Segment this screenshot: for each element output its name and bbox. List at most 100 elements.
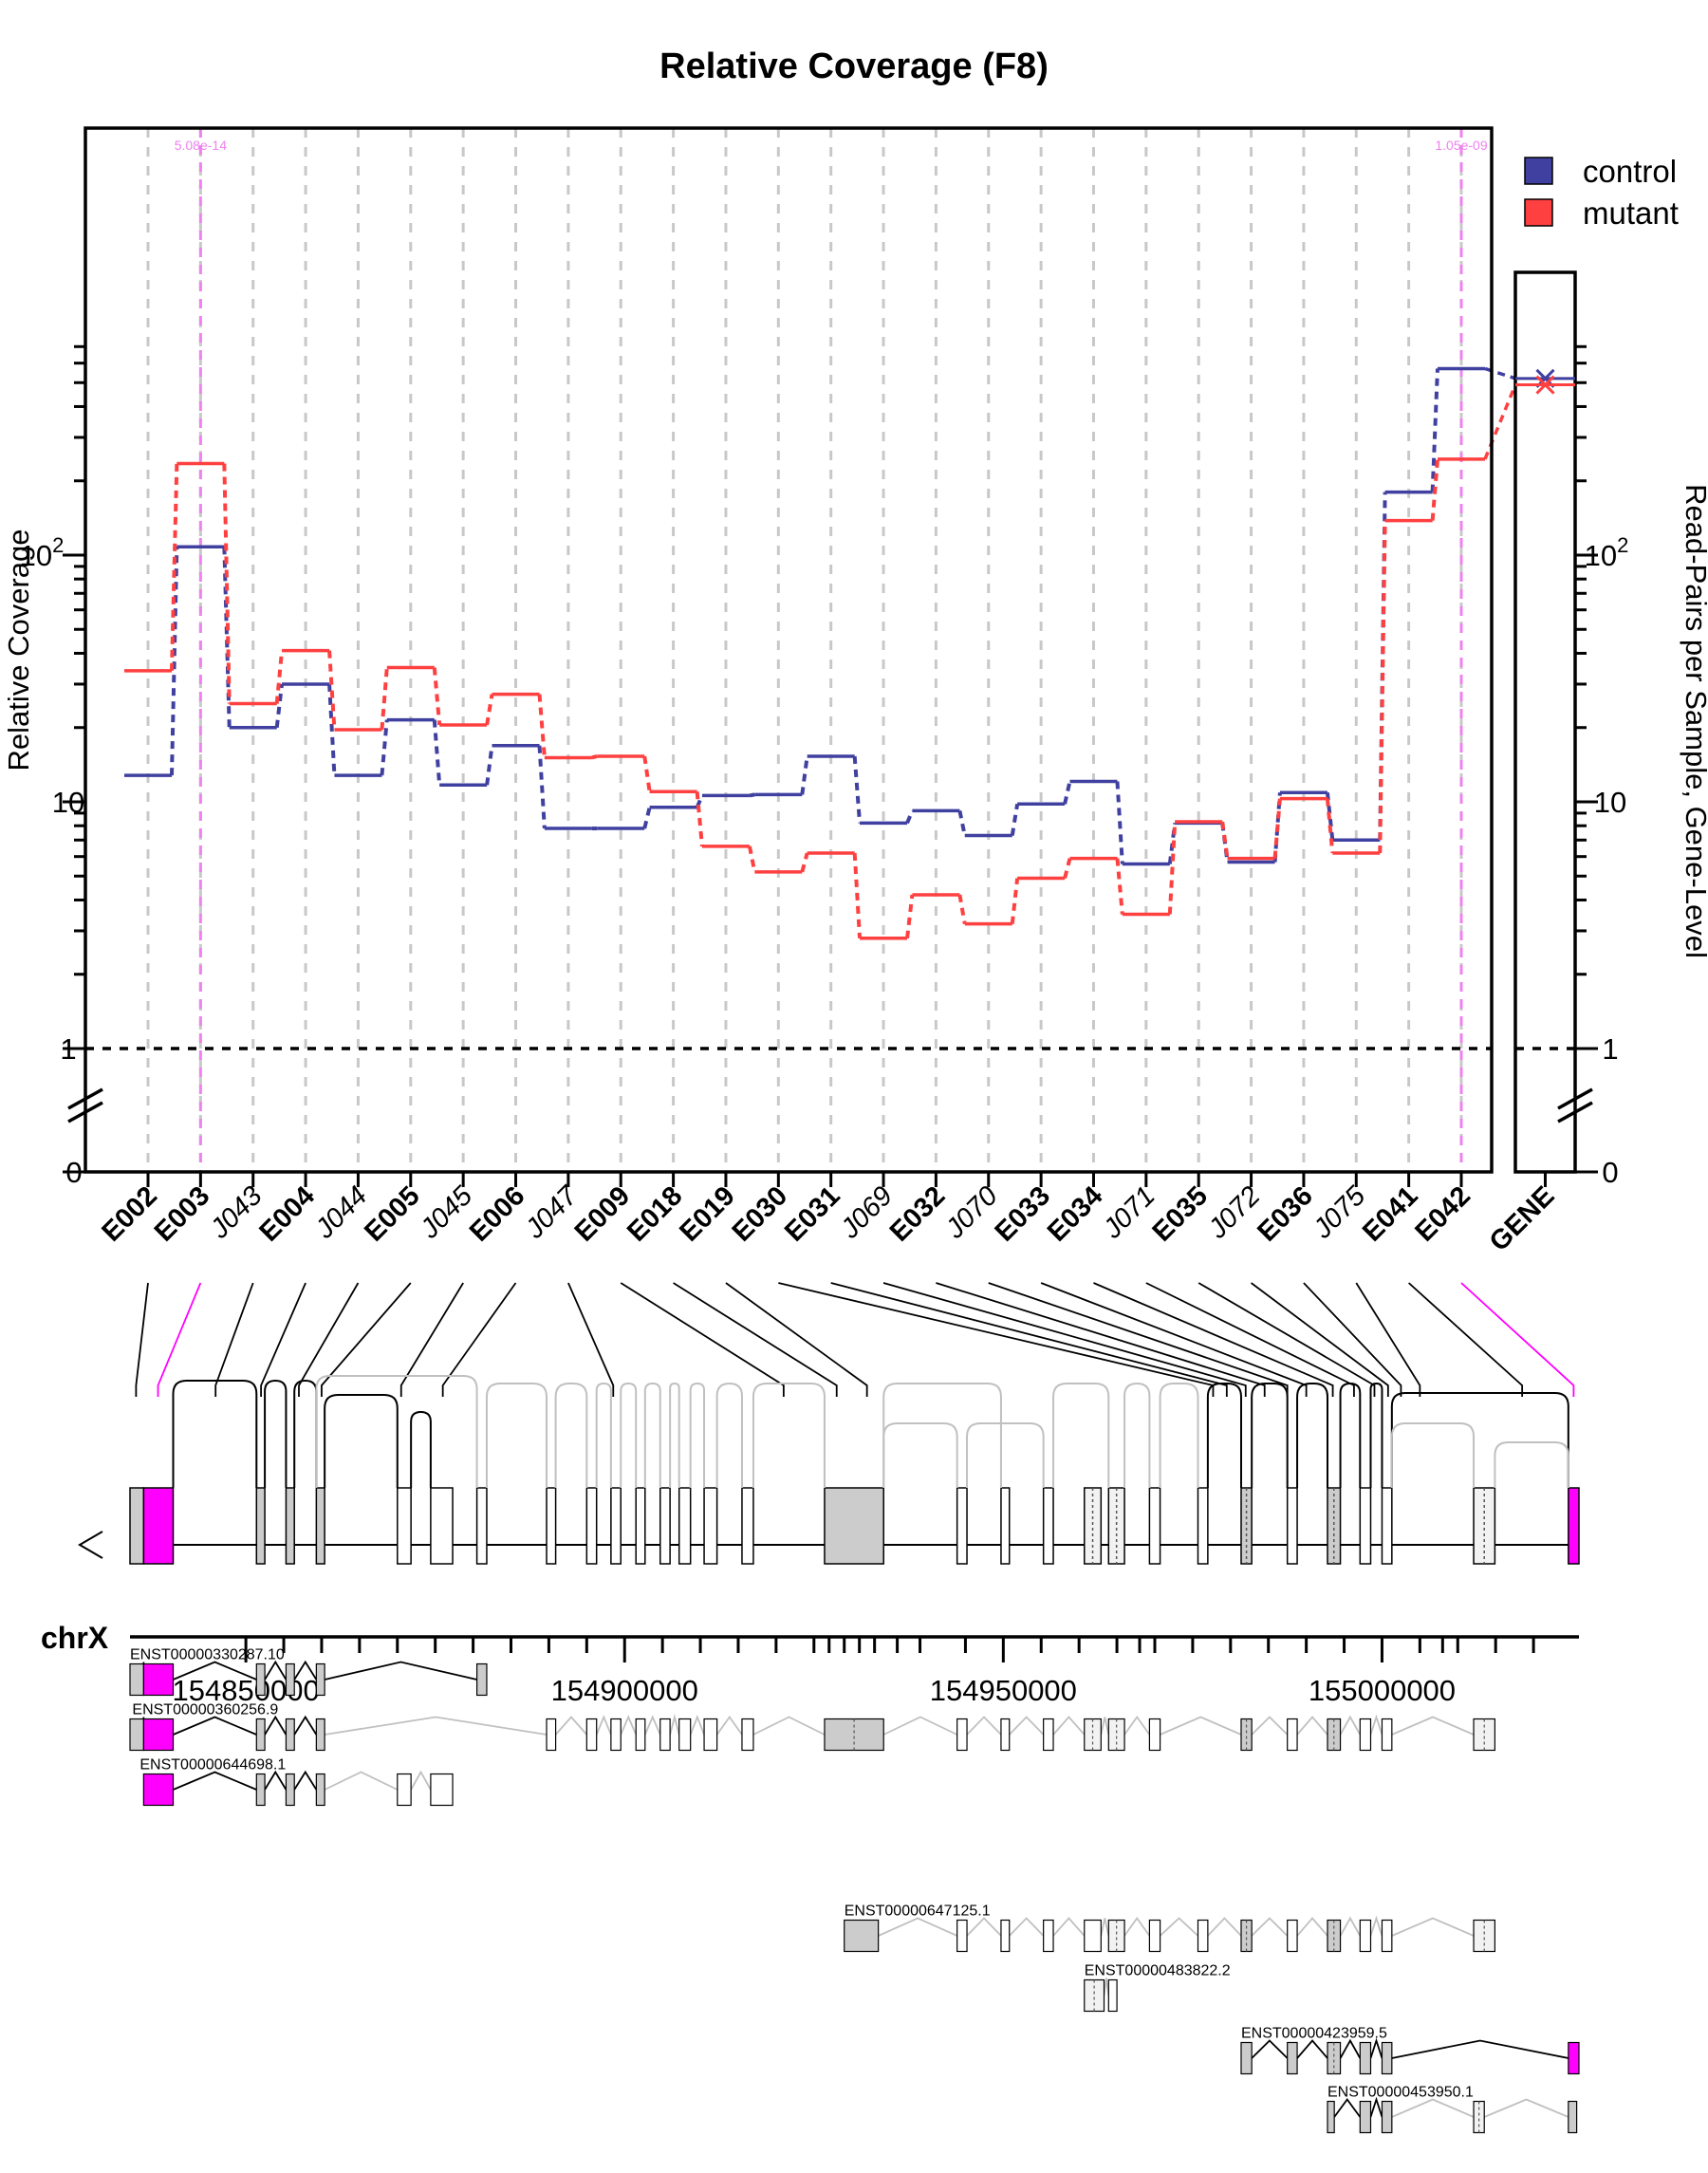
junction-arc [1159,1383,1199,1488]
feature-label-e041: E041 [1357,1180,1424,1248]
transcript-intron [1339,2038,1362,2059]
transcript-exon [1473,2100,1485,2134]
axis-break-mark [67,1101,103,1124]
transcript-exon [285,1662,295,1697]
junction-arc [1390,1392,1569,1488]
connector-e019 [725,1282,868,1397]
connector-e018 [673,1282,838,1397]
transcript-intron [752,1716,826,1736]
junction-arc [1052,1383,1110,1488]
transcript-label: ENST00000423959.5 [1241,2026,1387,2042]
transcript-exon [1287,1919,1298,1953]
control-connector-e034 [1115,781,1124,864]
control-connector-e033 [1063,781,1072,805]
mutant-connector-j070 [1010,878,1020,924]
feature-label-e003: E003 [149,1180,216,1248]
connector-j070 [988,1282,1289,1397]
transcript-intron [966,1716,1002,1736]
transcript-exon [129,1662,144,1697]
feature-label-e035: E035 [1147,1180,1215,1248]
transcript-exon [610,1718,622,1752]
transcript-intron [1339,1916,1362,1937]
axis-break-mark [1557,1087,1593,1110]
transcript-intron [1391,1917,1475,1937]
transcript-exon [1043,1919,1054,1953]
transcript-intron [410,1770,432,1791]
legend-label-control: control [1583,154,1677,189]
exon-block [956,1487,968,1565]
mutant-connector-e003 [222,463,232,704]
y2-tick-label: 102 [1585,533,1629,572]
junction-arc [1494,1441,1569,1488]
mutant-connector-e019 [747,845,757,873]
transcript-exon [1359,2100,1372,2134]
exon-block [397,1487,412,1565]
transcript-intron [1391,1716,1475,1736]
legend-swatch-control [1524,157,1553,185]
control-connector-j043 [274,683,285,728]
feature-label-e019: E019 [674,1180,741,1248]
transcript-exon [1568,2041,1580,2075]
exon-block [255,1487,266,1565]
feature-connectors [135,1282,1575,1397]
transcript-intron [1103,1978,1110,1997]
transcript-intron [264,1660,288,1681]
transcript-exon [1381,2100,1393,2134]
transcript-exon [1084,1718,1102,1752]
junction-arc [643,1382,661,1488]
transcript-exon [1473,1718,1495,1752]
exon-block [142,1487,175,1565]
transcript-exon [315,1662,325,1697]
connector-j071 [1145,1282,1355,1397]
strand-arrow-icon [78,1531,103,1559]
transcript-intron [1369,1915,1383,1937]
transcript-exon [1327,1919,1342,1953]
connector-e005 [321,1282,412,1397]
transcript-intron [1100,1717,1110,1736]
transcript-exon [475,1662,488,1697]
feature-label-j045: J045 [414,1180,478,1245]
y2-zero-label: 0 [1602,1156,1618,1189]
transcript-exon [1381,2041,1393,2075]
transcript-exon [956,1919,968,1953]
mutant-connector-e041 [1430,458,1439,521]
y-tick-label: 1 [60,1032,76,1066]
control-connector-e005 [432,719,442,786]
transcript-intron [1391,2098,1475,2118]
transcript-intron [324,1771,399,1791]
exon-block [1042,1487,1054,1565]
mutant-connector-e033 [1063,858,1072,880]
grid-layer: 5.08e-14 1.05e-09 [85,128,1492,1172]
transcript-label: ENST00000644698.1 [139,1757,286,1774]
connector-e032 [936,1282,1266,1397]
transcript-intron [1369,1714,1383,1736]
transcript-exon [255,1773,266,1807]
connector-e035 [1197,1282,1376,1397]
junction-arc [172,1380,258,1488]
legend: control mutant [1524,154,1679,231]
transcript-intron [1159,1917,1199,1937]
transcript-intron [1483,2098,1569,2118]
junction-arc [882,1422,958,1488]
transcript-label: ENST00000330287.10 [130,1647,285,1663]
junction-arc [1369,1382,1383,1488]
exon-block [635,1487,646,1565]
junction-arc [315,1375,478,1488]
transcript-exon [1359,2041,1372,2075]
junction-arc [1296,1383,1328,1488]
mutant-connector-e030 [800,852,809,873]
junction-arc [1251,1383,1289,1488]
gene-model [78,1375,1580,1565]
transcript-exon [1084,1919,1102,1953]
mutant-connector-e031 [852,852,863,938]
transcript-exon [285,1718,295,1752]
genome-tick-label: 154950000 [930,1674,1077,1707]
exon-block [546,1487,557,1565]
transcript-label: ENST00000647125.1 [845,1904,991,1920]
transcript-exon [1327,2041,1342,2075]
junction-arc [882,1383,1002,1488]
transcript-intron [620,1715,638,1736]
transcript-intron [325,1716,548,1736]
transcript-exon [142,1662,175,1697]
